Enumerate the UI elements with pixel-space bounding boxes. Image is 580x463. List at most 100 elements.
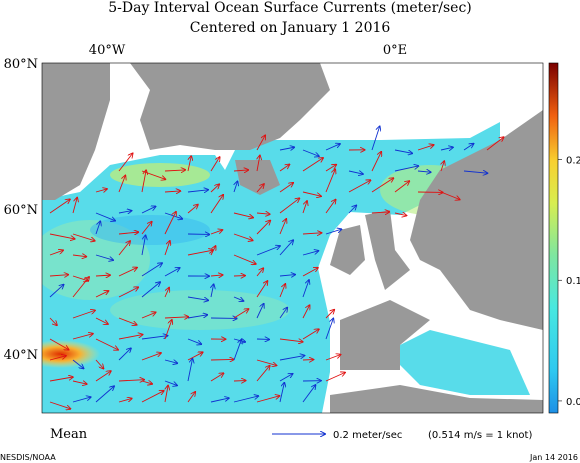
current-arrow bbox=[141, 263, 162, 277]
colorbar-tick-label: 0.2 bbox=[566, 156, 580, 167]
current-arrow bbox=[72, 310, 95, 319]
current-arrow bbox=[325, 319, 333, 340]
current-arrow bbox=[95, 212, 115, 221]
latitude-label: 40°N bbox=[4, 348, 38, 363]
land bbox=[410, 110, 543, 330]
current-arrow bbox=[302, 191, 321, 196]
current-arrow bbox=[164, 380, 177, 385]
current-arrow bbox=[164, 268, 180, 277]
current-arrow bbox=[49, 317, 57, 325]
current-arrow bbox=[72, 233, 95, 241]
current-arrow bbox=[49, 250, 63, 256]
current-arrow bbox=[118, 232, 138, 234]
current-arrow bbox=[118, 153, 133, 172]
current-arrow bbox=[141, 170, 146, 193]
current-arrow bbox=[118, 241, 130, 256]
current-arrow bbox=[233, 309, 248, 319]
land bbox=[330, 225, 365, 275]
current-arrow bbox=[256, 366, 270, 382]
current-arrow bbox=[279, 183, 293, 193]
current-arrow bbox=[141, 336, 167, 340]
current-arrow bbox=[141, 391, 164, 403]
current-arrow bbox=[118, 317, 137, 325]
current-arrow bbox=[95, 338, 118, 350]
current-arrow bbox=[95, 317, 108, 324]
current-field bbox=[110, 163, 210, 187]
current-arrow bbox=[279, 219, 286, 235]
colorbar-tick-label: 0.0 bbox=[566, 397, 580, 408]
current-arrow bbox=[164, 317, 188, 318]
current-arrow bbox=[118, 348, 131, 361]
current-arrow bbox=[141, 312, 156, 319]
current-arrow bbox=[187, 359, 192, 382]
current-arrow bbox=[279, 308, 287, 319]
mean-label: Mean bbox=[50, 427, 88, 442]
current-arrow bbox=[187, 205, 198, 214]
current-arrow bbox=[72, 397, 91, 403]
current-arrow bbox=[95, 275, 110, 276]
current-arrow bbox=[279, 383, 284, 403]
map-area bbox=[42, 63, 543, 413]
current-arrow bbox=[279, 164, 289, 172]
current-field bbox=[90, 215, 210, 245]
current-arrow bbox=[72, 381, 87, 384]
current-arrow bbox=[233, 340, 241, 361]
current-arrow bbox=[233, 170, 248, 171]
current-arrow bbox=[256, 184, 264, 193]
current-arrow bbox=[325, 310, 334, 319]
current-arrow bbox=[141, 381, 152, 384]
current-arrow bbox=[141, 206, 156, 214]
current-arrow bbox=[118, 287, 138, 298]
current-arrow bbox=[141, 235, 146, 256]
current-arrow bbox=[72, 359, 84, 368]
current-arrow bbox=[256, 304, 264, 319]
current-arrow bbox=[417, 171, 431, 172]
current-arrow bbox=[72, 255, 86, 257]
current-arrow bbox=[256, 396, 279, 403]
current-arrow bbox=[233, 212, 253, 218]
current-arrow bbox=[141, 353, 161, 361]
current-arrow bbox=[95, 189, 107, 192]
current-arrow bbox=[187, 338, 201, 344]
current-arrow bbox=[210, 195, 223, 214]
scale-label: 0.2 meter/sec bbox=[333, 430, 402, 441]
current-arrow bbox=[210, 230, 222, 235]
current-arrow bbox=[394, 166, 418, 172]
current-arrow bbox=[164, 191, 180, 192]
current-arrow bbox=[394, 149, 412, 153]
current-arrow bbox=[302, 385, 315, 403]
current-arrow bbox=[187, 315, 207, 319]
current-arrow bbox=[371, 126, 380, 151]
current-arrow bbox=[118, 380, 144, 381]
current-arrow bbox=[164, 288, 169, 298]
land bbox=[130, 63, 330, 150]
current-arrow bbox=[95, 359, 103, 369]
current-arrow bbox=[394, 213, 406, 216]
current-arrow bbox=[440, 191, 460, 200]
current-arrow bbox=[440, 147, 453, 150]
current-field bbox=[42, 340, 100, 368]
current-arrow bbox=[164, 241, 170, 256]
current-arrow bbox=[325, 200, 336, 214]
current-arrow bbox=[234, 181, 237, 193]
latitude-label: 60°N bbox=[4, 203, 38, 218]
current-arrow bbox=[118, 176, 125, 193]
current-arrow bbox=[302, 268, 318, 277]
current-arrow bbox=[187, 392, 195, 403]
land bbox=[42, 63, 110, 200]
current-arrow bbox=[486, 137, 504, 151]
current-arrow bbox=[257, 156, 260, 172]
current-field bbox=[110, 290, 290, 330]
current-arrow bbox=[302, 201, 307, 214]
current-arrow bbox=[118, 335, 143, 340]
current-arrow bbox=[256, 246, 280, 256]
current-arrow bbox=[233, 254, 256, 264]
current-arrow bbox=[302, 305, 310, 319]
current-arrow bbox=[95, 291, 108, 298]
current-arrow bbox=[279, 198, 299, 214]
map-frame bbox=[41, 62, 544, 414]
current-arrow bbox=[233, 296, 243, 301]
current-arrow bbox=[49, 356, 66, 361]
current-arrow bbox=[371, 212, 389, 213]
current-arrow bbox=[49, 401, 70, 409]
